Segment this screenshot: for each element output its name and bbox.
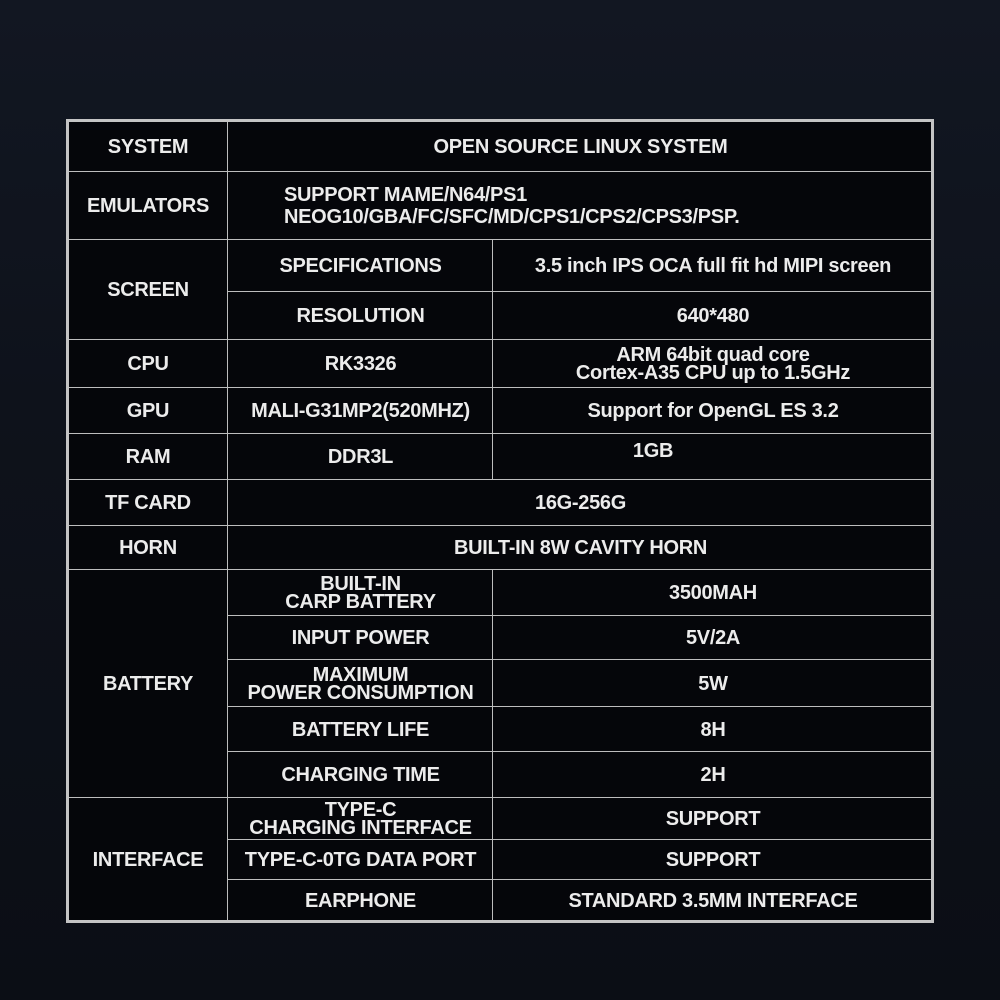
gpu-label: GPU: [67, 387, 229, 435]
tf-card-value: 16G-256G: [227, 479, 934, 527]
battery-label: BATTERY: [67, 569, 229, 799]
battery-item-label: INPUT POWER: [227, 615, 494, 661]
battery-item-value: 3500MAH: [492, 569, 934, 617]
horn-value: BUILT-IN 8W CAVITY HORN: [227, 525, 934, 571]
battery-item-label: CHARGING TIME: [227, 751, 494, 799]
gpu-value: Support for OpenGL ES 3.2: [492, 387, 934, 435]
battery-item-label: BUILT-IN CARP BATTERY: [227, 569, 494, 617]
cpu-model: RK3326: [227, 339, 494, 389]
screen-specifications-value: 3.5 inch IPS OCA full fit hd MIPI screen: [492, 239, 934, 293]
interface-item-value: STANDARD 3.5MM INTERFACE: [492, 879, 934, 923]
ram-value: 1GB: [492, 433, 934, 481]
tf-card-label: TF CARD: [67, 479, 229, 527]
system-label: SYSTEM: [67, 120, 229, 173]
system-value: OPEN SOURCE LINUX SYSTEM: [227, 120, 934, 173]
emulators-label: EMULATORS: [67, 171, 229, 241]
interface-item-value: SUPPORT: [492, 797, 934, 841]
battery-item-value: 8H: [492, 706, 934, 753]
screen-resolution-label: RESOLUTION: [227, 291, 494, 341]
screen-specifications-label: SPECIFICATIONS: [227, 239, 494, 293]
cpu-label: CPU: [67, 339, 229, 389]
battery-item-value: 5W: [492, 659, 934, 708]
battery-item-value: 2H: [492, 751, 934, 799]
battery-item-label: BATTERY LIFE: [227, 706, 494, 753]
screen-resolution-value: 640*480: [492, 291, 934, 341]
emulators-value: SUPPORT MAME/N64/PS1 NEOG10/GBA/FC/SFC/M…: [227, 171, 934, 241]
interface-item-label: TYPE-C-0TG DATA PORT: [227, 839, 494, 881]
battery-item-label: MAXIMUM POWER CONSUMPTION: [227, 659, 494, 708]
gpu-model: MALI-G31MP2(520MHZ): [227, 387, 494, 435]
ram-model: DDR3L: [227, 433, 494, 481]
interface-item-label: TYPE-C CHARGING INTERFACE: [227, 797, 494, 841]
cpu-value: ARM 64bit quad core Cortex-A35 CPU up to…: [492, 339, 934, 389]
ram-label: RAM: [67, 433, 229, 481]
interface-label: INTERFACE: [67, 797, 229, 923]
battery-item-value: 5V/2A: [492, 615, 934, 661]
interface-item-label: EARPHONE: [227, 879, 494, 923]
screen-label: SCREEN: [67, 239, 229, 341]
interface-item-value: SUPPORT: [492, 839, 934, 881]
horn-label: HORN: [67, 525, 229, 571]
